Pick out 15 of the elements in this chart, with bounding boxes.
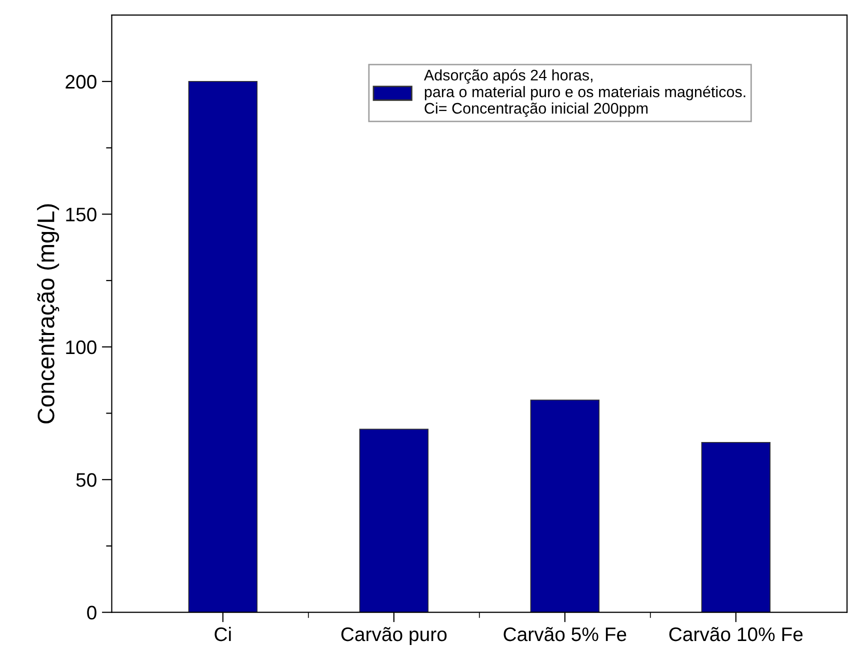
y-tick-label: 150 xyxy=(66,208,96,222)
bar xyxy=(188,81,258,612)
y-axis-title: Concentração (mg/L) xyxy=(37,204,60,424)
x-tick-label: Carvão puro xyxy=(341,627,447,646)
bar xyxy=(359,428,429,612)
y-tick-label: 100 xyxy=(66,340,96,354)
x-tick-label: Carvão 10% Fe xyxy=(669,627,803,642)
x-tick-label: Ci xyxy=(214,626,231,642)
y-tick-label: 0 xyxy=(87,606,96,620)
y-tick-label: 50 xyxy=(76,473,96,487)
x-tick-label: Carvão 5% Fe xyxy=(504,627,626,642)
y-tick-label: 200 xyxy=(66,74,96,89)
bar xyxy=(701,442,770,612)
bar xyxy=(530,400,600,612)
legend-label: Adsorção após 24 horas, para o material puro e os materiais magnéticos. Ci= Concentração inicial 200ppm xyxy=(424,69,746,117)
